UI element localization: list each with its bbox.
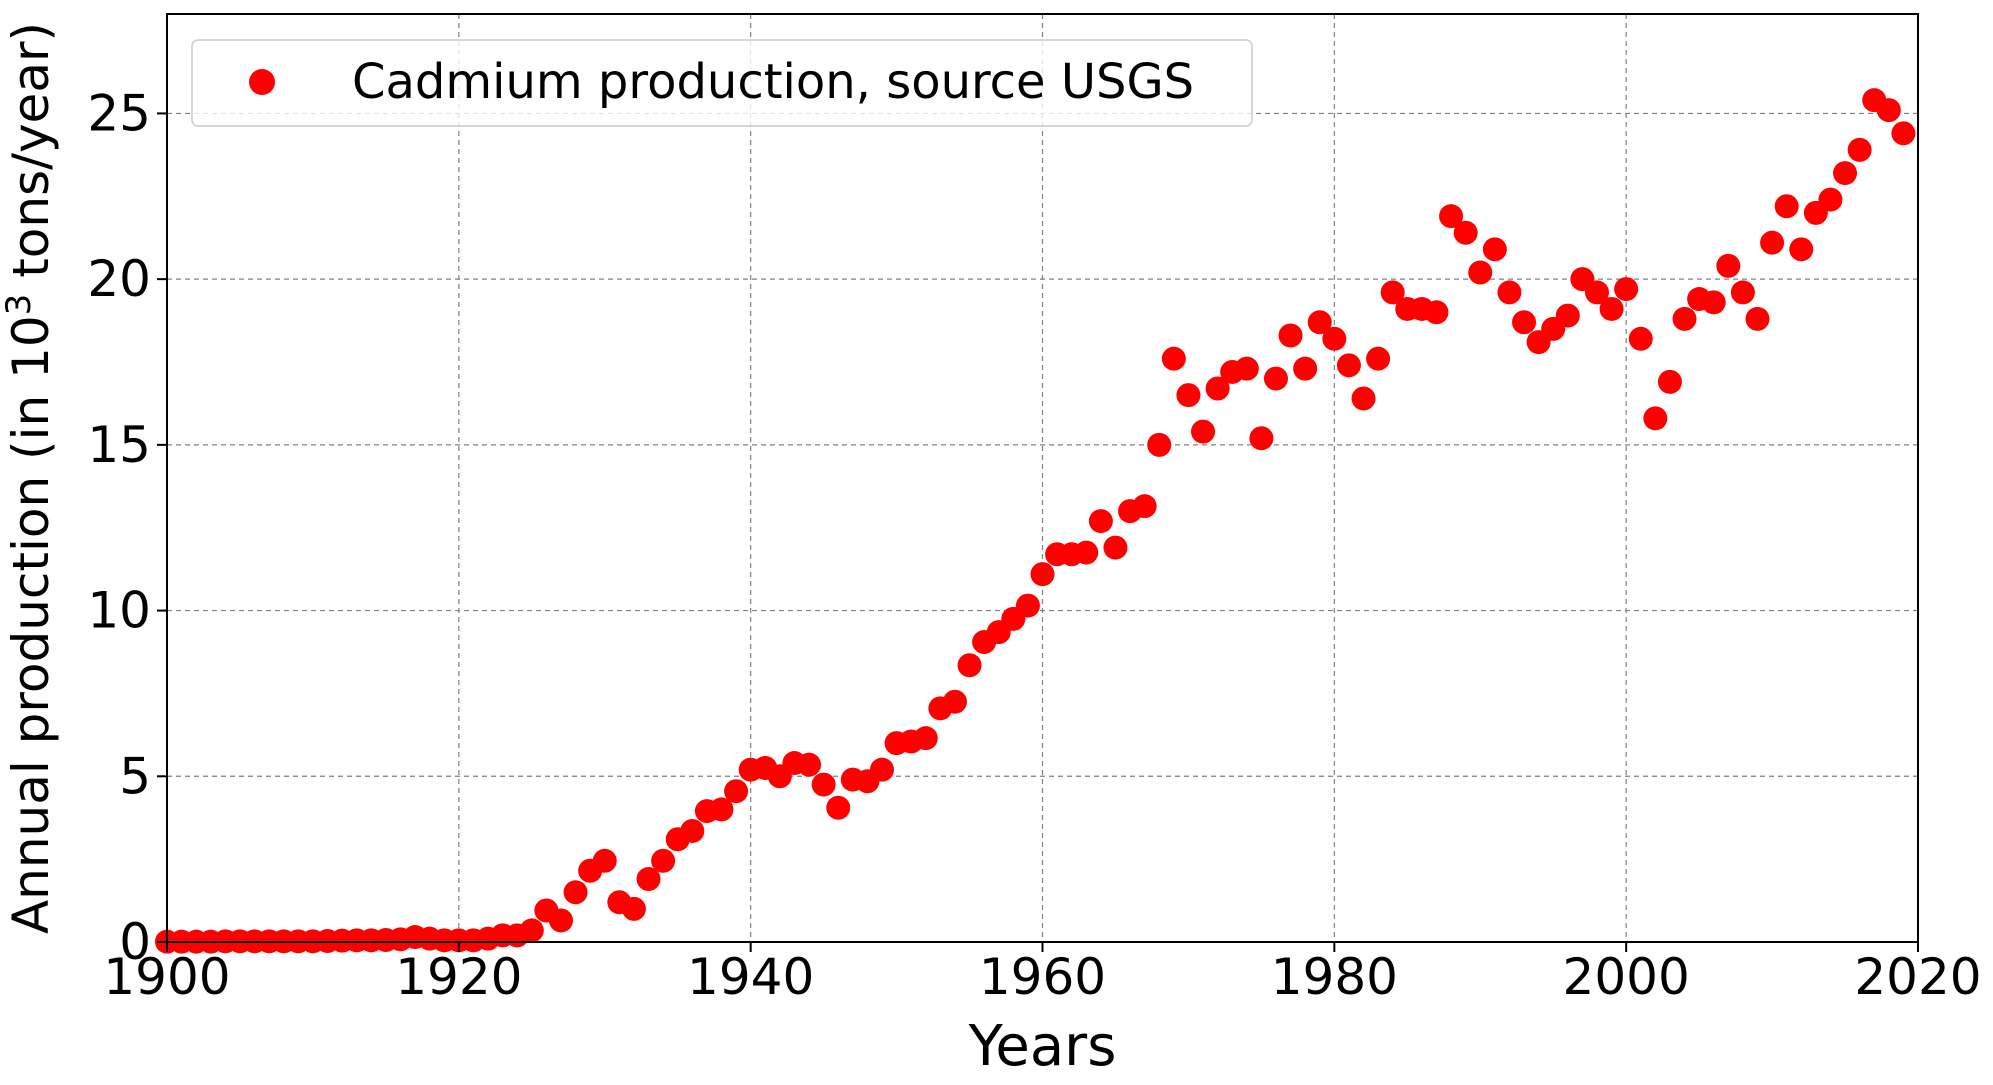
data-point: [1074, 540, 1099, 565]
data-point: [1176, 383, 1201, 408]
data-point: [621, 896, 646, 921]
data-point: [1701, 290, 1726, 315]
data-point: [1132, 494, 1157, 519]
legend: Cadmium production, source USGS: [191, 39, 1253, 127]
data-point: [548, 908, 573, 933]
y-tick-label: 5: [119, 747, 151, 805]
data-point: [1614, 277, 1639, 302]
y-tick-label: 20: [87, 250, 151, 308]
legend-marker-icon: [249, 69, 275, 95]
data-point: [1657, 369, 1682, 394]
data-point: [1599, 296, 1624, 321]
data-point: [1453, 220, 1478, 245]
data-point: [1263, 366, 1288, 391]
y-tick-label: 10: [87, 582, 151, 640]
data-point: [1307, 310, 1332, 335]
y-tick-label: 25: [87, 84, 151, 142]
data-point: [1468, 260, 1493, 285]
x-tick-label: 2000: [1563, 948, 1690, 1006]
x-tick-label: 2020: [1854, 948, 1981, 1006]
data-point: [1628, 326, 1653, 351]
y-axis-title: Annual production (in 103 tons/year): [0, 22, 60, 934]
data-point: [1147, 432, 1172, 457]
data-point: [1876, 98, 1901, 123]
data-point: [869, 757, 894, 782]
data-point: [1497, 280, 1522, 305]
y-tick-label: 0: [119, 913, 151, 971]
data-point: [1555, 303, 1580, 328]
data-point: [1774, 194, 1799, 219]
x-tick-label: 1920: [395, 948, 522, 1006]
data-point: [1278, 323, 1303, 348]
data-point: [1818, 187, 1843, 212]
data-point: [1336, 353, 1361, 378]
y-axis-title-exponent: 3: [0, 294, 39, 316]
data-point: [724, 779, 749, 804]
y-tick-label: 15: [87, 416, 151, 474]
y-axis-title-suffix: tons/year): [2, 22, 60, 294]
data-point: [636, 867, 661, 892]
data-point: [942, 689, 967, 714]
data-point: [1030, 562, 1055, 587]
data-point: [1191, 419, 1216, 444]
data-point: [1234, 356, 1259, 381]
data-point: [1672, 306, 1697, 331]
data-point: [913, 726, 938, 751]
data-point: [592, 848, 617, 873]
data-point: [1380, 280, 1405, 305]
data-point: [680, 818, 705, 843]
data-point: [1716, 253, 1741, 278]
data-point: [1745, 306, 1770, 331]
data-point: [1088, 509, 1113, 534]
data-point: [1366, 346, 1391, 371]
data-point: [1847, 137, 1872, 162]
legend-label: Cadmium production, source USGS: [352, 54, 1194, 110]
x-axis-ticks: 1900 1920 1940 1960 1980 2000 2020: [103, 942, 1982, 1006]
data-point: [651, 848, 676, 873]
data-point: [1015, 593, 1040, 618]
data-point: [709, 797, 734, 822]
x-axis-title: Years: [968, 1014, 1117, 1079]
x-tick-label: 1980: [1271, 948, 1398, 1006]
data-point: [957, 653, 982, 678]
data-point: [1439, 204, 1464, 229]
data-point: [1424, 300, 1449, 325]
data-point: [1322, 326, 1347, 351]
data-point: [1103, 535, 1128, 560]
data-points: [155, 88, 1916, 954]
data-point: [1351, 386, 1376, 411]
data-point: [1161, 346, 1186, 371]
data-point: [1249, 426, 1274, 451]
x-tick-label: 1960: [979, 948, 1106, 1006]
data-point: [1789, 237, 1814, 262]
data-point: [1643, 406, 1668, 431]
data-point: [811, 772, 836, 797]
data-point: [1293, 356, 1318, 381]
y-axis-title-prefix: Annual production (in 10: [2, 315, 60, 934]
x-tick-label: 1900: [103, 948, 230, 1006]
data-point: [519, 918, 544, 943]
data-point: [826, 795, 851, 820]
y-axis-ticks: 0 5 10 15 20 25: [87, 84, 167, 971]
data-point: [1833, 161, 1858, 186]
data-point: [1205, 376, 1230, 401]
data-point: [1891, 121, 1916, 146]
data-point: [1482, 237, 1507, 262]
data-point: [1512, 310, 1537, 335]
data-point: [1584, 280, 1609, 305]
legend-box: [191, 39, 1253, 127]
data-point: [563, 880, 588, 905]
data-point: [797, 752, 822, 777]
data-point: [1730, 280, 1755, 305]
grid-lines: [166, 14, 1919, 943]
data-point: [1760, 230, 1785, 255]
x-tick-label: 1940: [687, 948, 814, 1006]
